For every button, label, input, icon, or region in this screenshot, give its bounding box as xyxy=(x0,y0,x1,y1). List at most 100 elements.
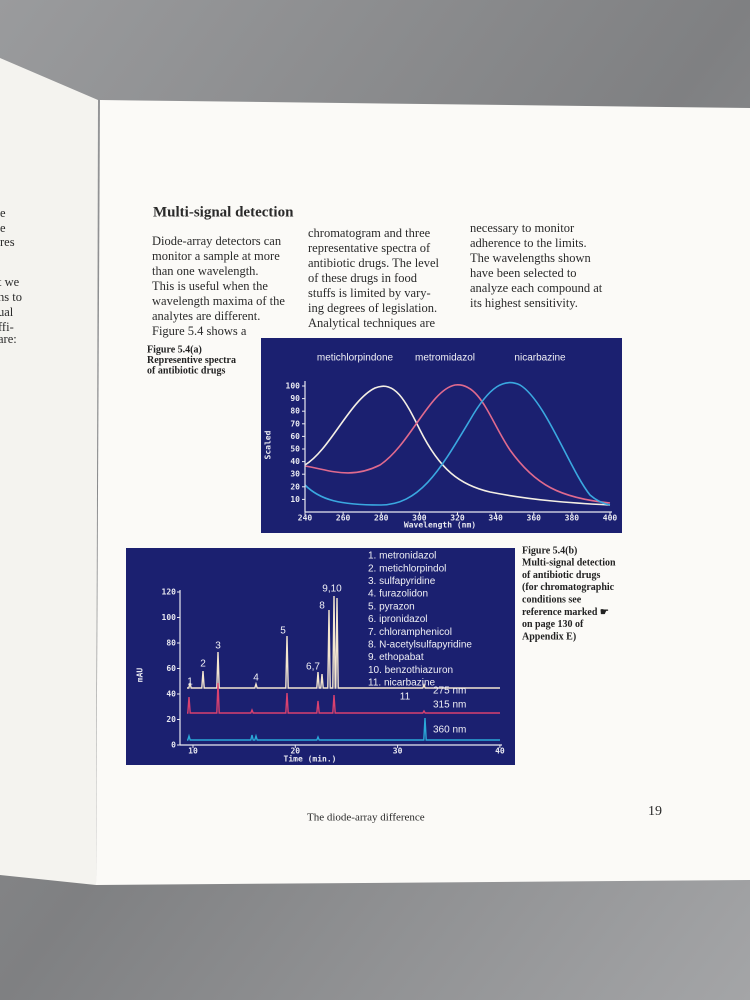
body-line: antibiotic drugs. The level xyxy=(308,256,440,270)
y-tick-label: 120 xyxy=(162,588,177,597)
trace-label: 275 nm xyxy=(433,686,466,697)
y-tick-label: 20 xyxy=(166,715,176,724)
caption-line: conditions see xyxy=(522,594,582,605)
x-tick-label: 360 xyxy=(527,514,542,523)
body-line: chromatogram and three xyxy=(308,226,431,240)
body-line: of these drugs in food xyxy=(308,271,418,285)
peak-label: 2 xyxy=(200,659,206,670)
caption-line: reference marked ☛ xyxy=(522,607,609,618)
body-line: its highest sensitivity. xyxy=(470,296,578,310)
caption-line: Figure 5.4(a) xyxy=(147,344,202,355)
legend-entry: 7. chloramphenicol xyxy=(368,627,452,638)
caption-line: on page 130 of xyxy=(522,619,584,630)
y-tick-label: 40 xyxy=(166,690,176,699)
y-tick-label: 100 xyxy=(162,613,177,622)
body-line: have been selected to xyxy=(470,266,577,280)
caption-line: Representive spectra xyxy=(147,355,236,366)
chromatogram-panel xyxy=(126,548,515,765)
legend-entry: 1. metronidazol xyxy=(368,551,436,562)
peak-label: 8 xyxy=(319,601,325,612)
y-tick-label: 30 xyxy=(290,470,300,479)
body-line: Figure 5.4 shows a xyxy=(152,324,247,338)
body-line: representative spectra of xyxy=(308,241,431,255)
trace-label: 315 nm xyxy=(433,700,466,711)
legend-entry: 4. furazolidon xyxy=(368,589,428,600)
y-tick-label: 0 xyxy=(171,741,176,750)
heading: Multi-signal detection xyxy=(153,204,294,220)
y-tick-label: 10 xyxy=(290,495,300,504)
left-fragment: hs to xyxy=(0,290,22,304)
curve-label: nicarbazine xyxy=(514,353,566,364)
y-tick-label: 20 xyxy=(290,482,300,491)
caption-line: (for chromatographic xyxy=(522,582,615,593)
trace-label: 360 nm xyxy=(433,725,466,736)
legend-entry: 3. sulfapyridine xyxy=(368,576,436,587)
left-fragment: are: xyxy=(0,332,17,346)
body-line: adherence to the limits. xyxy=(470,236,587,250)
curve-label: metromidazol xyxy=(415,353,475,364)
x-tick-label: 10 xyxy=(188,747,198,756)
trace xyxy=(187,717,500,741)
y-tick-label: 80 xyxy=(166,639,176,648)
y-tick-label: 50 xyxy=(290,445,300,454)
y-axis-label: mAU xyxy=(136,668,145,683)
body-line: Diode-array detectors can xyxy=(152,234,282,248)
curve-label: metichlorpindone xyxy=(317,353,394,364)
y-tick-label: 80 xyxy=(290,407,300,416)
legend-entry: 9. ethopabat xyxy=(368,652,424,663)
body-line: ing degrees of legislation. xyxy=(308,301,437,315)
body-line: stuffs is limited by vary- xyxy=(308,286,431,300)
x-tick-label: 20 xyxy=(290,747,300,756)
spectra-axes xyxy=(304,381,612,513)
x-tick-label: 240 xyxy=(298,514,313,523)
left-fragment: ual xyxy=(0,305,14,319)
left-fragment: t we xyxy=(0,275,20,289)
legend-entry: 6. ipronidazol xyxy=(368,614,427,625)
peak-label: 5 xyxy=(280,626,286,637)
spectra-panel xyxy=(261,338,622,533)
legend-entry: 10. benzothiazuron xyxy=(368,665,453,676)
y-tick-label: 60 xyxy=(290,432,300,441)
peak-label: 9,10 xyxy=(322,584,342,595)
peak-label: 11 xyxy=(400,692,411,703)
body-line: This is useful when the xyxy=(152,279,268,293)
caption-line: Multi-signal detection xyxy=(522,558,616,569)
body-line: analytes are different. xyxy=(152,309,260,323)
y-tick-label: 100 xyxy=(286,382,301,391)
trace xyxy=(187,682,500,714)
x-tick-label: 40 xyxy=(495,747,505,756)
y-tick-label: 40 xyxy=(290,457,300,466)
x-axis-label: Wavelength (nm) xyxy=(404,521,476,530)
x-tick-label: 280 xyxy=(374,514,389,523)
left-fragment: res xyxy=(0,235,15,249)
legend-entry: 11. nicarbazine xyxy=(368,678,436,689)
body-line: Analytical techniques are xyxy=(308,316,435,330)
legend-entry: 5. pyrazon xyxy=(368,601,415,612)
caption-line: of antibiotic drugs xyxy=(147,365,225,376)
y-tick-label: 90 xyxy=(290,394,300,403)
left-page xyxy=(0,58,98,885)
peak-label: 1 xyxy=(187,677,193,688)
y-tick-label: 60 xyxy=(166,664,176,673)
footer-text: The diode-array difference xyxy=(307,812,425,824)
legend-entry: 2. metichlorpindol xyxy=(368,563,446,574)
x-axis-label: Time (min.) xyxy=(284,754,337,764)
left-fragment: ffi- xyxy=(0,320,14,334)
body-line: than one wavelength. xyxy=(152,264,259,278)
x-tick-label: 380 xyxy=(565,514,580,523)
x-tick-label: 340 xyxy=(488,514,503,523)
x-tick-label: 260 xyxy=(336,514,351,523)
body-line: monitor a sample at more xyxy=(152,249,280,263)
peak-label: 3 xyxy=(215,641,221,652)
body-line: wavelength maxima of the xyxy=(152,294,285,308)
body-line: analyze each compound at xyxy=(470,281,603,295)
caption-line: Appendix E) xyxy=(522,631,576,642)
spectra-curves xyxy=(304,381,611,506)
trace xyxy=(187,595,500,689)
x-tick-label: 400 xyxy=(603,514,618,523)
left-fragment: e xyxy=(0,221,6,235)
peak-label: 6,7 xyxy=(306,662,320,673)
x-tick-label: 300 xyxy=(412,514,427,523)
left-fragment: e xyxy=(0,206,6,220)
